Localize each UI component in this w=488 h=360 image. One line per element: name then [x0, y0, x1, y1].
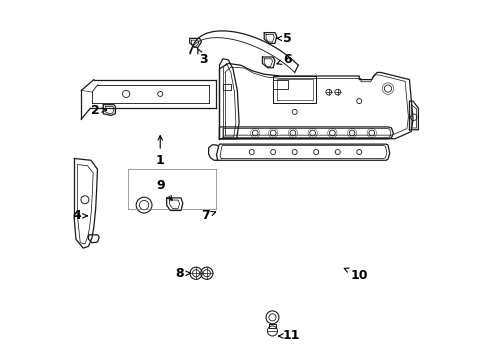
Text: 9: 9: [156, 179, 172, 200]
Text: 5: 5: [277, 32, 291, 45]
Text: 10: 10: [344, 268, 367, 282]
Text: 2: 2: [91, 104, 106, 117]
Text: 8: 8: [175, 267, 190, 280]
Text: 7: 7: [200, 210, 215, 222]
Text: 4: 4: [72, 210, 87, 222]
Text: 1: 1: [156, 136, 164, 167]
Text: 6: 6: [276, 53, 291, 66]
Text: 3: 3: [197, 48, 207, 66]
Text: 11: 11: [278, 329, 299, 342]
